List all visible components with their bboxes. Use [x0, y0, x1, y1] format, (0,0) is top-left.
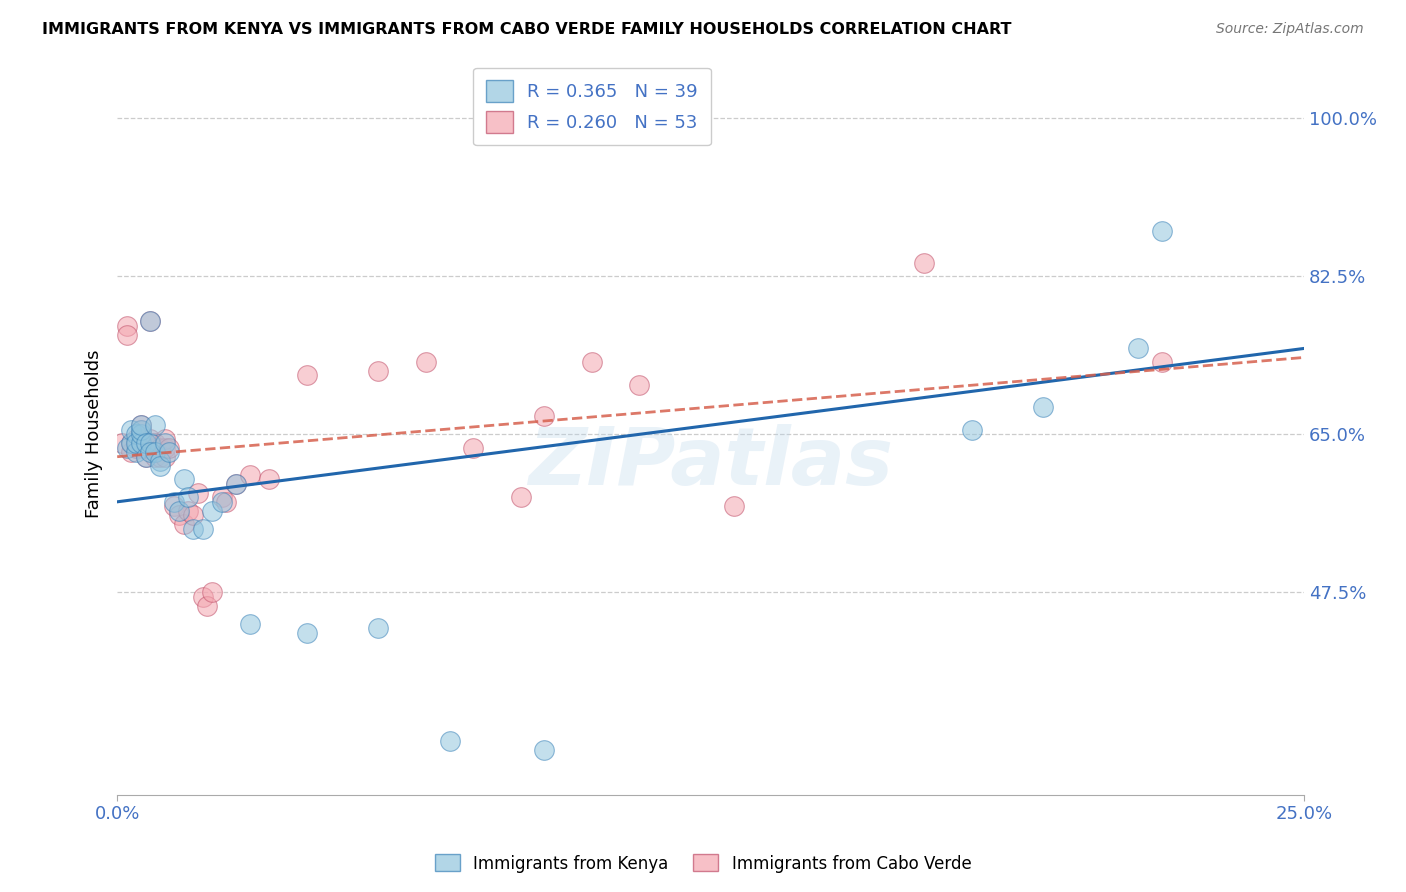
Point — [367, 621, 389, 635]
Point — [163, 495, 186, 509]
Point — [125, 445, 148, 459]
Point — [201, 585, 224, 599]
Point — [149, 441, 172, 455]
Point — [509, 491, 531, 505]
Point — [912, 256, 935, 270]
Point — [135, 450, 157, 464]
Point — [129, 423, 152, 437]
Point — [197, 599, 219, 613]
Point — [129, 436, 152, 450]
Point — [115, 318, 138, 333]
Point — [153, 450, 176, 464]
Point — [167, 508, 190, 523]
Point — [143, 450, 166, 464]
Point — [149, 454, 172, 468]
Point — [187, 485, 209, 500]
Point — [135, 436, 157, 450]
Point — [143, 445, 166, 459]
Point — [139, 436, 162, 450]
Point — [225, 476, 247, 491]
Point — [111, 436, 134, 450]
Point — [139, 432, 162, 446]
Point — [120, 436, 142, 450]
Point — [225, 476, 247, 491]
Point — [628, 377, 651, 392]
Point — [211, 495, 233, 509]
Point — [149, 458, 172, 473]
Point — [143, 436, 166, 450]
Point — [125, 441, 148, 455]
Point — [1150, 224, 1173, 238]
Point — [191, 522, 214, 536]
Point — [139, 445, 162, 459]
Point — [115, 327, 138, 342]
Point — [723, 500, 745, 514]
Point — [239, 616, 262, 631]
Point — [129, 423, 152, 437]
Point — [163, 500, 186, 514]
Point — [129, 418, 152, 433]
Point — [149, 450, 172, 464]
Legend: Immigrants from Kenya, Immigrants from Cabo Verde: Immigrants from Kenya, Immigrants from C… — [427, 847, 979, 880]
Point — [257, 472, 280, 486]
Point — [125, 427, 148, 442]
Point — [143, 441, 166, 455]
Point — [415, 355, 437, 369]
Point — [167, 504, 190, 518]
Point — [139, 436, 162, 450]
Point — [533, 409, 555, 423]
Point — [463, 441, 485, 455]
Point — [120, 445, 142, 459]
Legend: R = 0.365   N = 39, R = 0.260   N = 53: R = 0.365 N = 39, R = 0.260 N = 53 — [474, 68, 710, 145]
Point — [157, 445, 180, 459]
Point — [153, 441, 176, 455]
Point — [125, 436, 148, 450]
Point — [211, 491, 233, 505]
Point — [153, 432, 176, 446]
Point — [135, 441, 157, 455]
Point — [215, 495, 238, 509]
Point — [177, 504, 200, 518]
Point — [367, 364, 389, 378]
Point — [129, 427, 152, 442]
Point — [125, 432, 148, 446]
Point — [295, 368, 318, 383]
Point — [581, 355, 603, 369]
Point — [135, 436, 157, 450]
Point — [139, 441, 162, 455]
Point — [143, 418, 166, 433]
Point — [1032, 400, 1054, 414]
Point — [181, 508, 204, 523]
Point — [129, 418, 152, 433]
Point — [181, 522, 204, 536]
Point — [177, 491, 200, 505]
Point — [115, 441, 138, 455]
Point — [295, 625, 318, 640]
Point — [129, 432, 152, 446]
Point — [135, 450, 157, 464]
Point — [173, 472, 195, 486]
Point — [129, 441, 152, 455]
Point — [201, 504, 224, 518]
Point — [139, 314, 162, 328]
Point — [191, 590, 214, 604]
Point — [139, 314, 162, 328]
Text: Source: ZipAtlas.com: Source: ZipAtlas.com — [1216, 22, 1364, 37]
Text: IMMIGRANTS FROM KENYA VS IMMIGRANTS FROM CABO VERDE FAMILY HOUSEHOLDS CORRELATIO: IMMIGRANTS FROM KENYA VS IMMIGRANTS FROM… — [42, 22, 1012, 37]
Point — [439, 734, 461, 748]
Point — [1126, 342, 1149, 356]
Point — [120, 423, 142, 437]
Y-axis label: Family Households: Family Households — [86, 350, 103, 518]
Point — [153, 436, 176, 450]
Point — [125, 436, 148, 450]
Point — [960, 423, 983, 437]
Point — [239, 467, 262, 482]
Point — [173, 517, 195, 532]
Point — [120, 436, 142, 450]
Point — [157, 441, 180, 455]
Point — [1150, 355, 1173, 369]
Point — [533, 743, 555, 757]
Text: ZIPatlas: ZIPatlas — [529, 424, 893, 502]
